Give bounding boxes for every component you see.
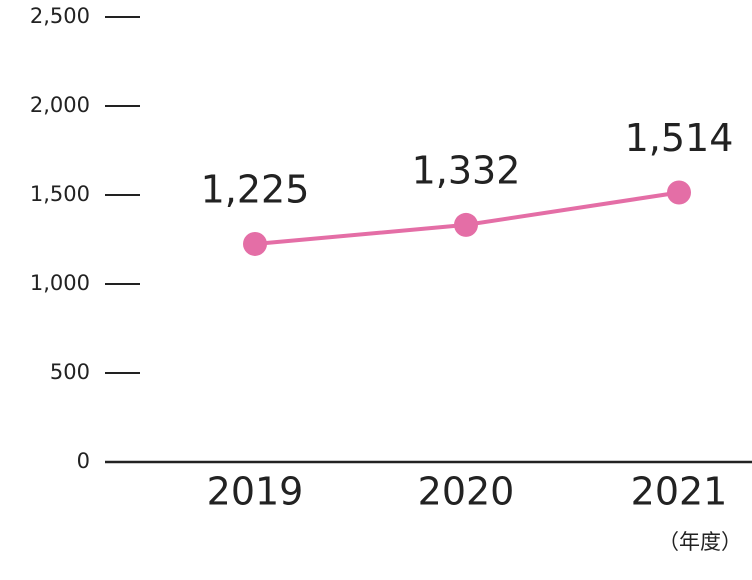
y-tick-label: 500 (50, 360, 90, 384)
value-label: 1,514 (625, 116, 734, 160)
y-tick-label: 1,000 (30, 271, 90, 295)
value-label: 1,332 (412, 148, 521, 192)
x-axis-label: （年度） (658, 530, 742, 554)
y-tick-label: 2,500 (30, 4, 90, 28)
y-tick-label: 0 (77, 449, 90, 473)
x-tick-label: 2020 (418, 470, 515, 514)
y-tick-label: 1,500 (30, 182, 90, 206)
point (243, 231, 267, 256)
x-tick-label: 2021 (631, 470, 728, 514)
value-label: 1,225 (201, 167, 310, 211)
point (454, 212, 478, 237)
y-tick-label: 2,000 (30, 93, 90, 117)
point (667, 180, 691, 205)
x-tick-label: 2019 (207, 470, 304, 514)
